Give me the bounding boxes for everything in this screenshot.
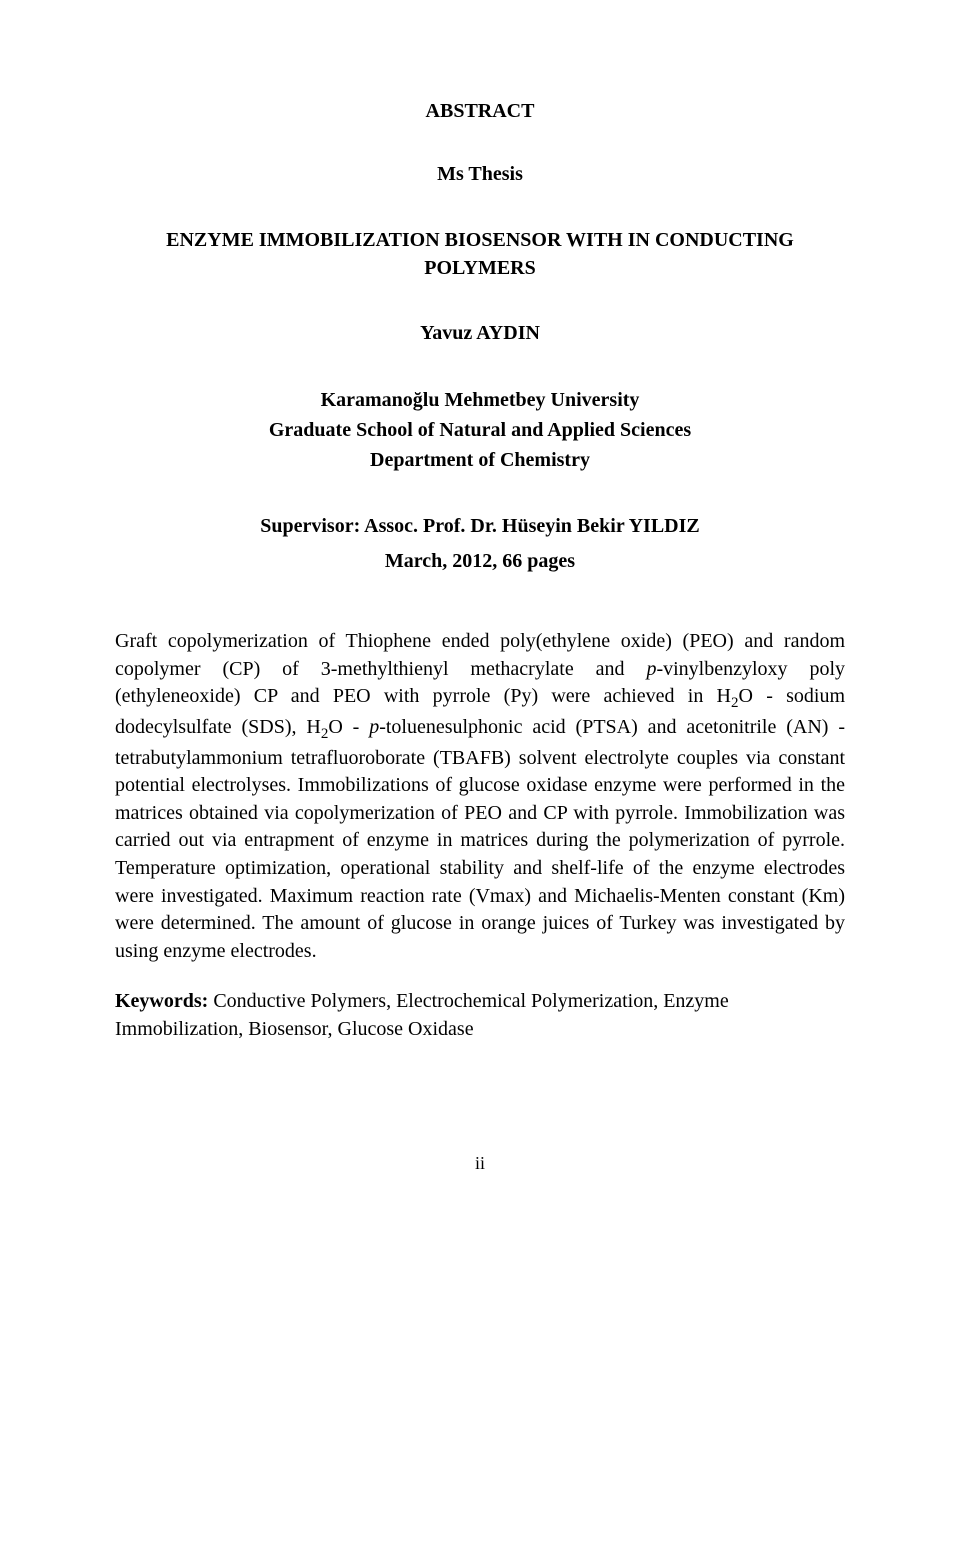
thesis-type: Ms Thesis	[115, 163, 845, 186]
italic-p: p	[646, 658, 656, 680]
author-name: Yavuz AYDIN	[115, 322, 845, 345]
keywords-label: Keywords:	[115, 990, 208, 1012]
university: Karamanoğlu Mehmetbey University	[115, 385, 845, 415]
abstract-span: O -	[328, 716, 369, 738]
title-line-1: ENZYME IMMOBILIZATION BIOSENSOR WITH IN …	[166, 229, 794, 251]
page-number: ii	[115, 1153, 845, 1174]
abstract-body: Graft copolymerization of Thiophene ende…	[115, 628, 845, 965]
thesis-title: ENZYME IMMOBILIZATION BIOSENSOR WITH IN …	[115, 226, 845, 282]
abstract-span: -toluenesulphonic acid (PTSA) and aceton…	[115, 716, 845, 962]
supervisor: Supervisor: Assoc. Prof. Dr. Hüseyin Bek…	[115, 515, 845, 538]
abstract-label: ABSTRACT	[115, 100, 845, 123]
graduate-school: Graduate School of Natural and Applied S…	[115, 415, 845, 445]
department: Department of Chemistry	[115, 445, 845, 475]
page: ABSTRACT Ms Thesis ENZYME IMMOBILIZATION…	[0, 0, 960, 1234]
subscript-2: 2	[731, 695, 739, 711]
italic-p: p	[369, 716, 379, 738]
affiliation: Karamanoğlu Mehmetbey University Graduat…	[115, 385, 845, 475]
keywords-text: Conductive Polymers, Electrochemical Pol…	[115, 990, 729, 1040]
date-pages: March, 2012, 66 pages	[115, 550, 845, 573]
title-line-2: POLYMERS	[424, 257, 536, 279]
keywords: Keywords: Conductive Polymers, Electroch…	[115, 987, 845, 1043]
